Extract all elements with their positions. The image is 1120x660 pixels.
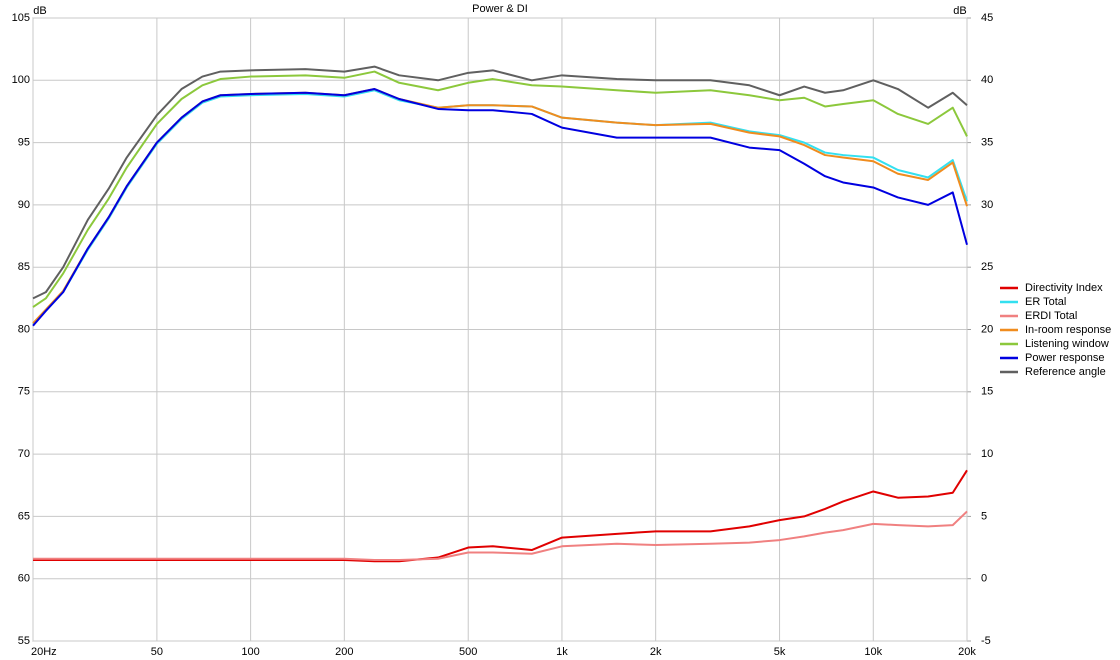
y-tick-label: 90	[18, 199, 30, 211]
legend-label: Listening window	[1025, 338, 1109, 350]
x-tick-label: 10k	[864, 646, 882, 658]
x-tick-label: 200	[335, 646, 353, 658]
x-tick-label: 500	[459, 646, 477, 658]
y-tick-label: 55	[18, 635, 30, 647]
x-tick-label: 1k	[556, 646, 568, 658]
y-tick-label: 100	[12, 74, 30, 86]
y-tick-label: 85	[18, 261, 30, 273]
legend-label: Reference angle	[1025, 366, 1106, 378]
series-line	[33, 469, 968, 563]
y2-axis-label: dB	[953, 5, 966, 17]
legend-label: Directivity Index	[1025, 282, 1103, 294]
x-tick-label: 5k	[774, 646, 786, 658]
y2-tick-label: 0	[981, 573, 987, 585]
y2-tick-label: 5	[981, 510, 987, 522]
legend-label: ER Total	[1025, 296, 1066, 308]
x-tick-label: 20Hz	[31, 646, 57, 658]
series-line	[32, 65, 968, 300]
series-line	[33, 510, 968, 562]
legend-label: ERDI Total	[1025, 310, 1077, 322]
x-tick-label: 2k	[650, 646, 662, 658]
legend-label: In-room response	[1025, 324, 1111, 336]
y2-tick-label: -5	[981, 635, 991, 647]
series-line	[32, 70, 968, 308]
y2-tick-label: 20	[981, 323, 993, 335]
y2-tick-label: 25	[981, 261, 993, 273]
y-tick-label: 60	[18, 573, 30, 585]
x-tick-label: 100	[241, 646, 259, 658]
y-tick-label: 70	[18, 448, 30, 460]
y2-tick-label: 40	[981, 74, 993, 86]
y2-tick-label: 45	[981, 12, 993, 24]
y2-tick-label: 10	[981, 448, 993, 460]
y-tick-label: 65	[18, 510, 30, 522]
y2-tick-label: 35	[981, 137, 993, 149]
y2-tick-label: 15	[981, 386, 993, 398]
chart-title: Power & DI	[472, 3, 528, 15]
x-tick-label: 20k	[958, 646, 976, 658]
legend-label: Power response	[1025, 352, 1105, 364]
series-line	[32, 88, 968, 327]
y-axis-label: dB	[33, 5, 46, 17]
y-tick-label: 80	[18, 323, 30, 335]
x-tick-label: 50	[151, 646, 163, 658]
y-tick-label: 95	[18, 137, 30, 149]
y2-tick-label: 30	[981, 199, 993, 211]
y-tick-label: 75	[18, 386, 30, 398]
y-tick-label: 105	[12, 12, 30, 24]
